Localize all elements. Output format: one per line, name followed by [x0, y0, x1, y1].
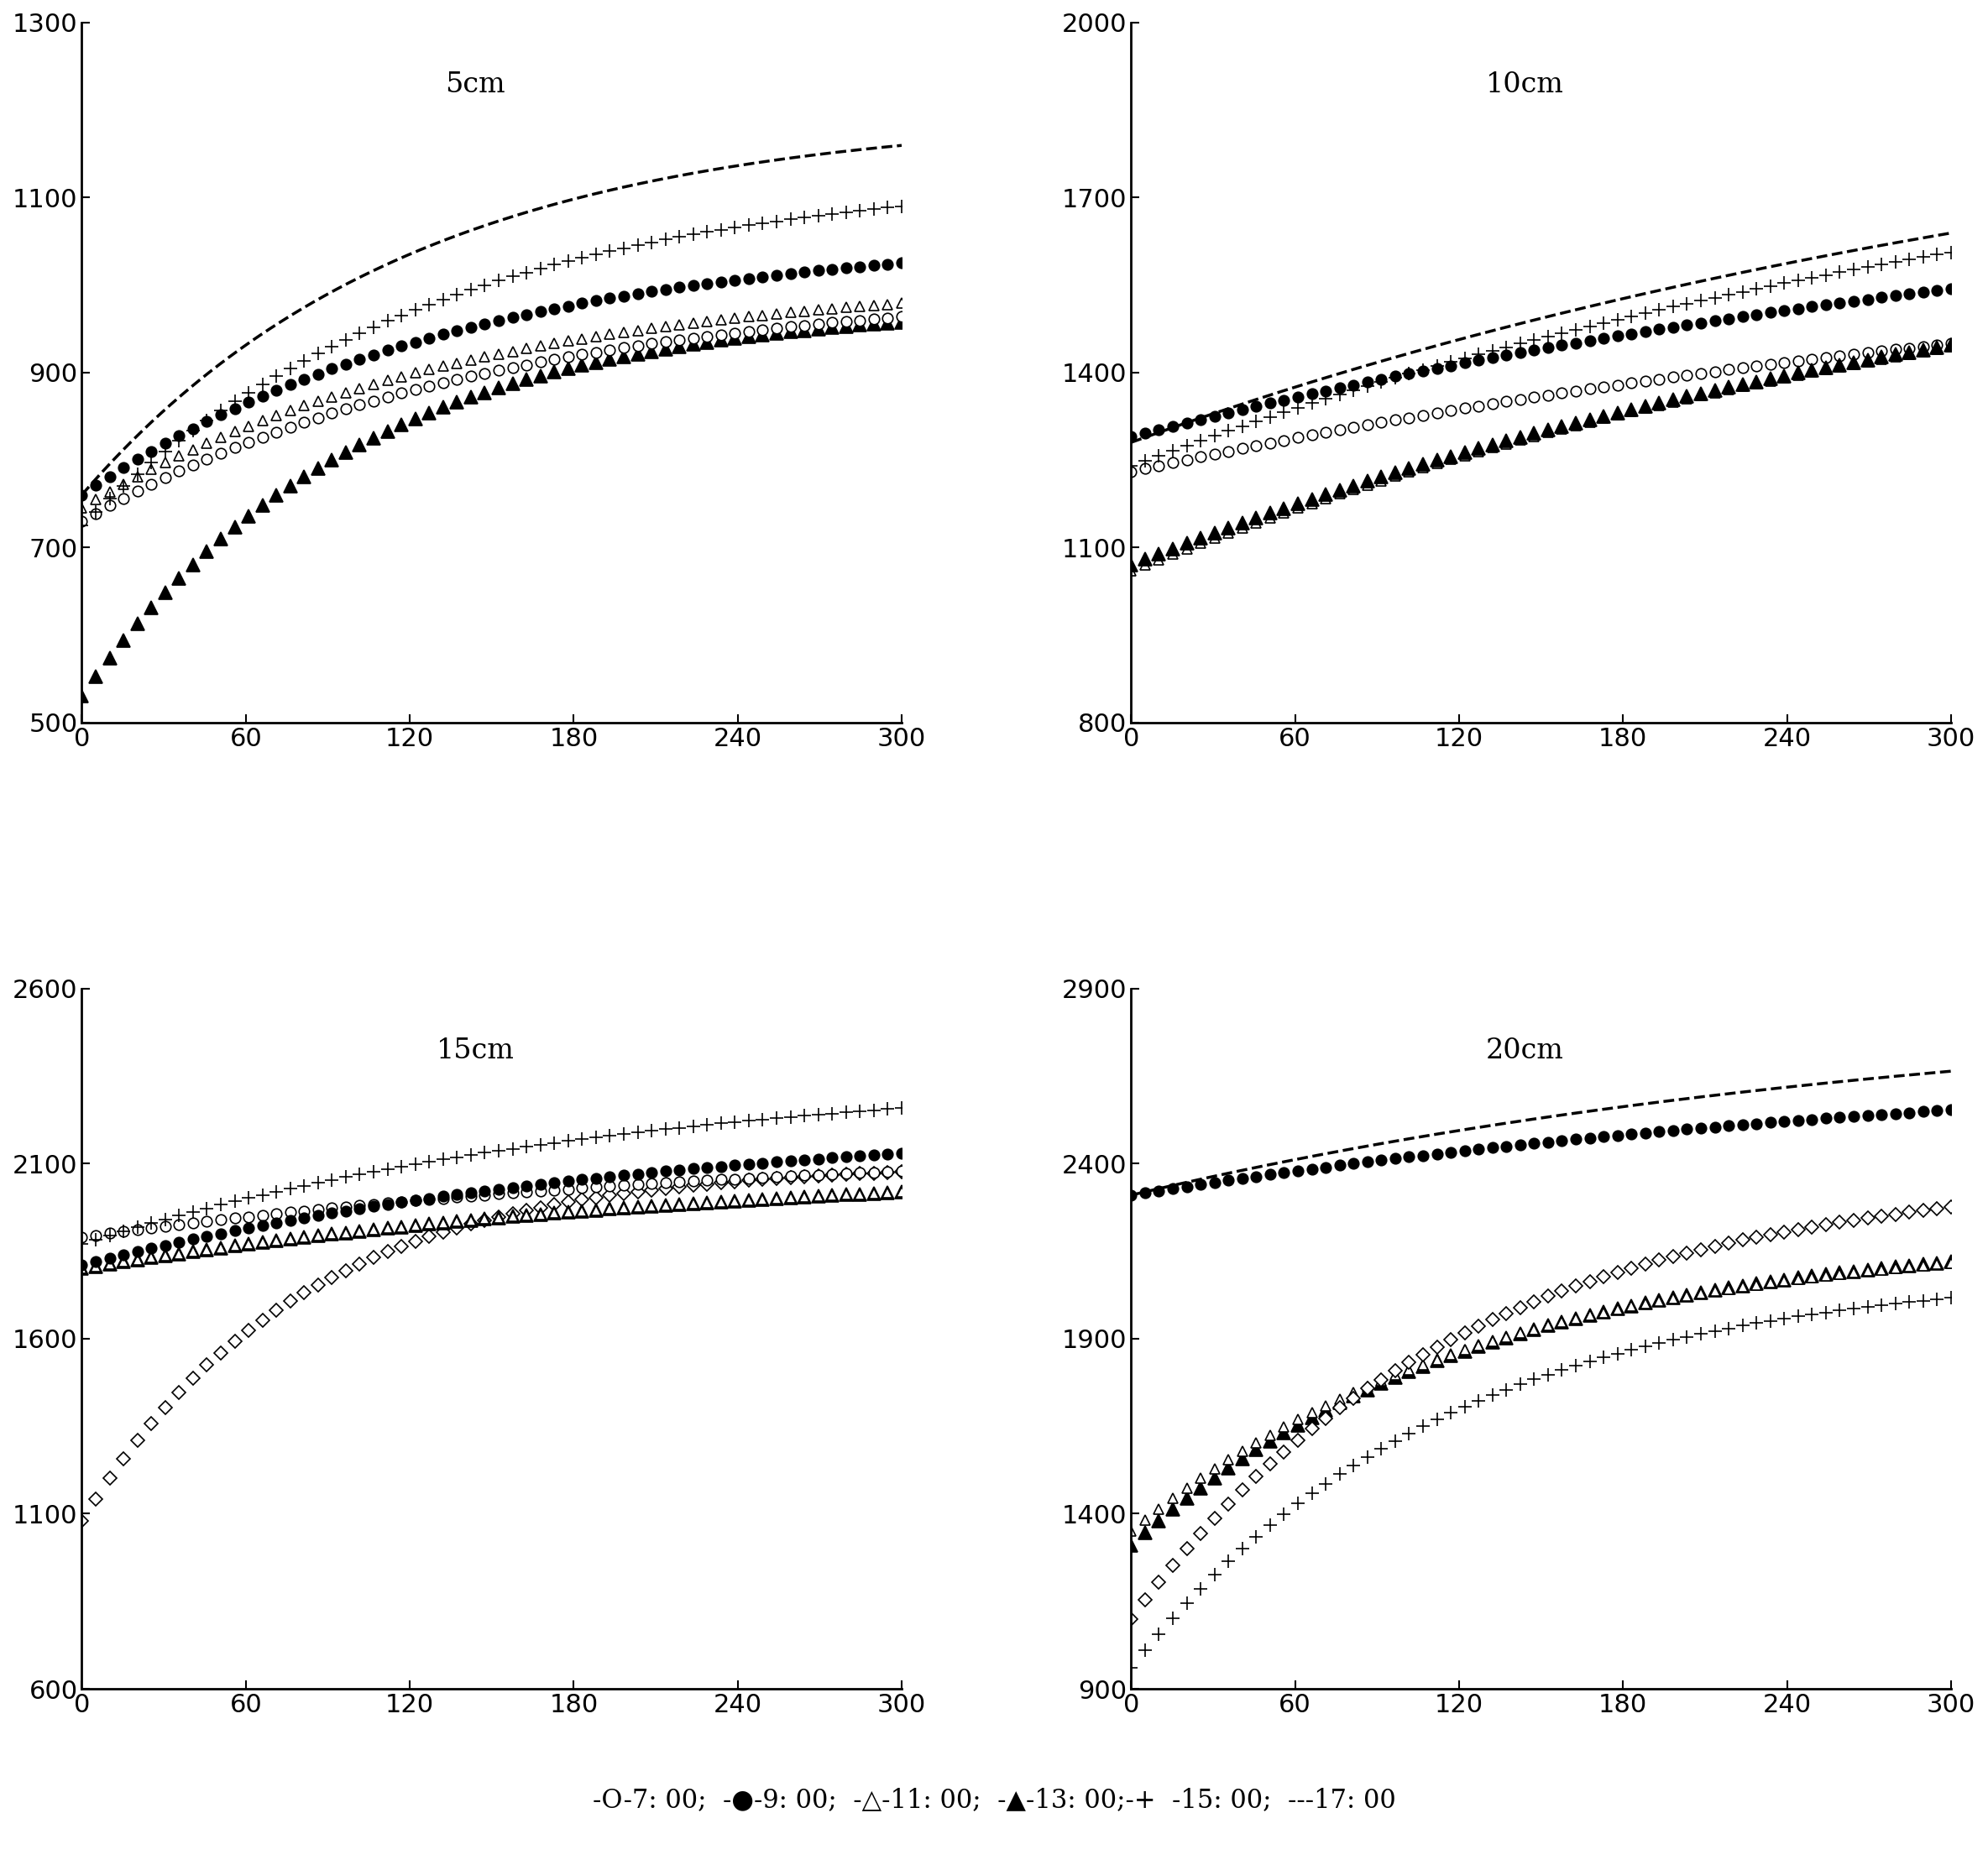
Text: 15cm: 15cm [435, 1038, 515, 1064]
Text: 5cm: 5cm [445, 71, 505, 99]
Text: -O-7: 00;  -●-9: 00;  -△-11: 00;  -▲-13: 00;-+  -15: 00;  ---17: 00: -O-7: 00; -●-9: 00; -△-11: 00; -▲-13: 00… [592, 1787, 1396, 1814]
Text: 10cm: 10cm [1485, 71, 1565, 99]
Text: 20cm: 20cm [1485, 1038, 1565, 1064]
